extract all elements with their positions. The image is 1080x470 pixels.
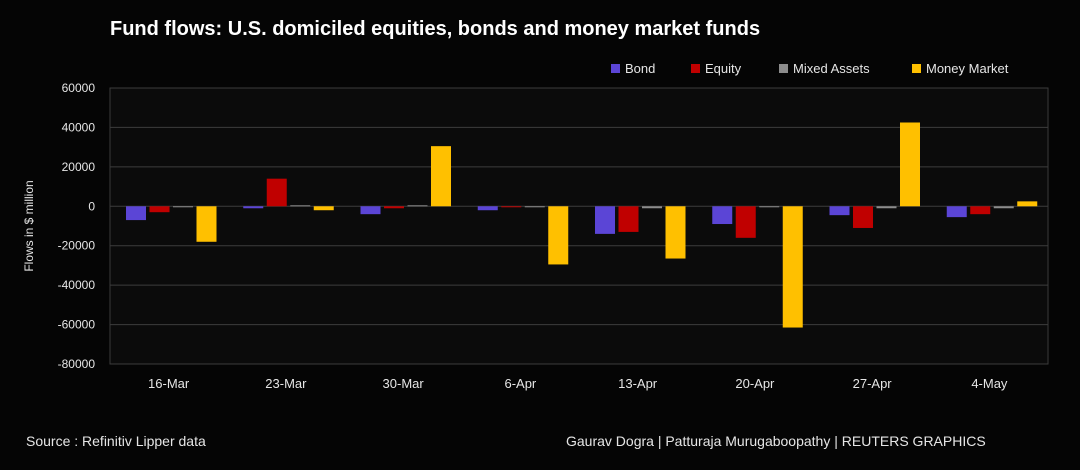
x-tick-label: 6-Apr [504, 376, 536, 391]
y-axis-ticks: 60000 40000 20000 0 -20000 -40000 -60000 -80000 [58, 81, 96, 371]
bar-layer [126, 122, 1038, 328]
bar-bond [829, 206, 850, 216]
bar-equity [501, 206, 522, 208]
grid-layer [110, 87, 1048, 365]
x-tick-label: 20-Apr [735, 376, 775, 391]
x-axis-ticks: 16-Mar 23-Mar 30-Mar 6-Apr 13-Apr 20-Apr 27-Ap… [148, 376, 1008, 391]
bar-money-market [313, 206, 334, 211]
legend-label-equity: Equity [705, 60, 742, 76]
bar-bond [946, 206, 967, 218]
bar-mixed-assets [524, 206, 545, 208]
y-tick-label: 0 [88, 199, 95, 213]
bar-money-market [431, 146, 451, 207]
bar-mixed-assets [642, 206, 662, 209]
bar-bond [477, 206, 498, 211]
legend-swatch-bond [611, 63, 620, 73]
y-tick-label: 20000 [62, 160, 96, 174]
credit-line: Gaurav Dogra | Patturaja Murugaboopathy … [566, 433, 986, 449]
bar-money-market [665, 206, 686, 259]
bar-equity [970, 206, 991, 215]
y-tick-label: 60000 [62, 81, 96, 95]
legend-label-money-market: Money Market [926, 60, 1009, 76]
y-tick-label: -20000 [58, 239, 96, 253]
bar-money-market [1017, 201, 1038, 207]
bar-equity [853, 206, 873, 228]
bar-equity [266, 178, 287, 207]
x-tick-label: 13-Apr [618, 376, 658, 391]
bar-equity [149, 206, 170, 213]
x-tick-label: 23-Mar [265, 376, 307, 391]
legend-swatch-equity [691, 63, 700, 73]
y-tick-label: -60000 [58, 318, 96, 332]
y-axis-label: Flows in $ million [22, 180, 36, 271]
x-tick-label: 30-Mar [383, 376, 425, 391]
bar-mixed-assets [759, 206, 780, 208]
legend-swatch-money-market [912, 63, 921, 73]
legend-item-equity: Equity [691, 60, 741, 76]
plot-area [109, 87, 1049, 365]
bar-bond [243, 206, 264, 209]
bar-mixed-assets [993, 206, 1014, 209]
bar-bond [595, 206, 615, 234]
legend-label-bond: Bond [625, 60, 656, 76]
bar-money-market [782, 206, 803, 328]
bar-bond [126, 206, 146, 221]
bar-bond [360, 206, 381, 215]
bar-mixed-assets [876, 206, 897, 209]
legend: Bond Equity Mixed Assets Money Market [0, 0, 1080, 80]
bar-mixed-assets [407, 205, 428, 207]
source-note: Source : Refinitiv Lipper data [26, 433, 206, 449]
x-tick-label: 27-Apr [853, 376, 893, 391]
legend-item-mixed-assets: Mixed Assets [779, 60, 870, 76]
y-tick-label: 40000 [62, 120, 96, 134]
y-tick-label: -80000 [58, 357, 96, 371]
bar-money-market [548, 206, 569, 265]
y-tick-label: -40000 [58, 278, 96, 292]
bar-equity [735, 206, 756, 238]
chart-title: Fund flows: U.S. domiciled equities, bon… [110, 18, 761, 40]
bar-money-market [900, 122, 920, 207]
bar-money-market [196, 206, 217, 242]
x-tick-label: 4-May [971, 376, 1008, 391]
bar-equity [618, 206, 639, 232]
legend-swatch-mixed-assets [779, 63, 788, 73]
bar-equity [384, 206, 404, 209]
bar-mixed-assets [173, 206, 193, 208]
bar-bond [712, 206, 733, 225]
x-tick-label: 16-Mar [148, 376, 190, 391]
bar-mixed-assets [290, 205, 311, 207]
legend-label-mixed-assets: Mixed Assets [793, 60, 870, 76]
legend-item-bond: Bond [611, 60, 655, 76]
legend-item-money-market: Money Market [912, 60, 1008, 76]
